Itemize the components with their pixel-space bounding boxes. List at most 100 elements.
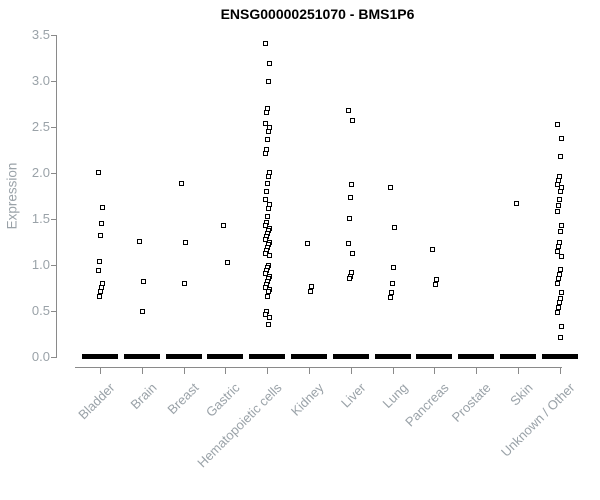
- x-tick: [267, 367, 269, 374]
- x-tick-label: Unknown / Other: [497, 380, 578, 460]
- data-point: [99, 204, 105, 210]
- data-point: [262, 197, 268, 203]
- data-point: [556, 244, 562, 250]
- data-point: [307, 289, 313, 295]
- data-point: [264, 213, 270, 219]
- y-tick: [51, 265, 57, 266]
- data-point: [556, 304, 562, 310]
- data-point: [347, 215, 353, 221]
- data-point: [266, 314, 272, 320]
- data-point: [97, 233, 103, 239]
- y-tick: [51, 311, 57, 312]
- data-point: [513, 200, 519, 206]
- data-point: [262, 270, 268, 276]
- data-point: [350, 118, 356, 124]
- data-point: [95, 169, 101, 175]
- data-point: [183, 240, 189, 246]
- data-point: [96, 293, 102, 299]
- x-tick: [392, 367, 394, 374]
- data-point: [388, 294, 394, 300]
- data-point: [220, 222, 226, 228]
- data-point: [265, 78, 271, 84]
- data-point: [262, 312, 268, 318]
- y-tick: [51, 35, 57, 36]
- data-point: [558, 295, 564, 301]
- y-tick-label: 0.0: [31, 349, 50, 364]
- zero-cluster-bar: [165, 354, 202, 359]
- x-tick-label: Pancreas: [402, 380, 452, 430]
- data-point: [95, 268, 101, 274]
- x-axis-line: [75, 367, 562, 368]
- y-tick-label: 3.5: [31, 27, 50, 42]
- x-tick-label: Lung: [379, 380, 411, 412]
- data-point: [264, 137, 270, 143]
- x-tick: [350, 367, 352, 374]
- data-point: [347, 276, 353, 282]
- x-tick: [309, 367, 310, 374]
- x-tick-label: Breast: [164, 380, 202, 418]
- zero-cluster-bar: [123, 354, 160, 359]
- data-point: [433, 277, 439, 283]
- y-tick: [51, 357, 57, 358]
- x-tick-label: Bladder: [75, 380, 118, 423]
- x-tick: [518, 367, 519, 374]
- data-point: [556, 276, 562, 282]
- data-point: [262, 250, 268, 256]
- data-point: [392, 224, 398, 230]
- data-point: [556, 202, 562, 208]
- data-point: [559, 324, 565, 330]
- data-point: [262, 151, 268, 157]
- zero-cluster-bar: [207, 354, 244, 359]
- data-point: [265, 174, 271, 180]
- x-tick-label: Skin: [507, 380, 536, 409]
- x-tick-label: Liver: [337, 380, 369, 411]
- data-point: [558, 188, 564, 194]
- data-point: [141, 279, 147, 285]
- zero-cluster-bar: [541, 354, 578, 359]
- data-point: [555, 181, 561, 187]
- data-point: [308, 283, 314, 289]
- x-tick-label: Kidney: [287, 380, 327, 419]
- y-tick-label: 1.5: [31, 211, 50, 226]
- data-point: [429, 246, 435, 252]
- data-point: [555, 310, 561, 316]
- data-point: [263, 146, 269, 152]
- zero-cluster-bar: [416, 354, 453, 359]
- zero-cluster-bar: [249, 354, 286, 359]
- y-tick-label: 2.5: [31, 119, 50, 134]
- y-tick-label: 0.5: [31, 303, 50, 318]
- data-point: [266, 124, 272, 130]
- data-point: [555, 248, 561, 254]
- data-point: [557, 300, 563, 306]
- data-point: [262, 236, 268, 242]
- data-point: [262, 284, 268, 290]
- zero-cluster-bar: [500, 354, 536, 359]
- data-point: [388, 185, 394, 191]
- y-tick-label: 2.0: [31, 165, 50, 180]
- data-point: [179, 180, 185, 186]
- data-point: [266, 253, 272, 259]
- data-point: [265, 322, 271, 328]
- y-tick: [51, 81, 57, 82]
- x-tick-label: Brain: [127, 380, 160, 413]
- data-point: [555, 280, 561, 286]
- data-point: [432, 281, 438, 287]
- data-point: [262, 120, 268, 126]
- y-tick-label: 3.0: [31, 73, 50, 88]
- x-tick: [141, 367, 143, 374]
- data-point: [558, 335, 564, 341]
- zero-cluster-bar: [458, 354, 495, 359]
- data-point: [182, 280, 188, 286]
- data-point: [266, 169, 272, 175]
- data-point: [559, 254, 565, 260]
- data-point: [559, 136, 565, 142]
- zero-cluster-bar: [332, 354, 369, 359]
- x-tick: [476, 367, 478, 374]
- x-tick: [434, 367, 436, 374]
- data-point: [137, 238, 143, 244]
- data-point: [557, 271, 563, 277]
- data-point: [264, 180, 270, 186]
- x-tick: [559, 367, 561, 374]
- x-tick: [183, 367, 185, 374]
